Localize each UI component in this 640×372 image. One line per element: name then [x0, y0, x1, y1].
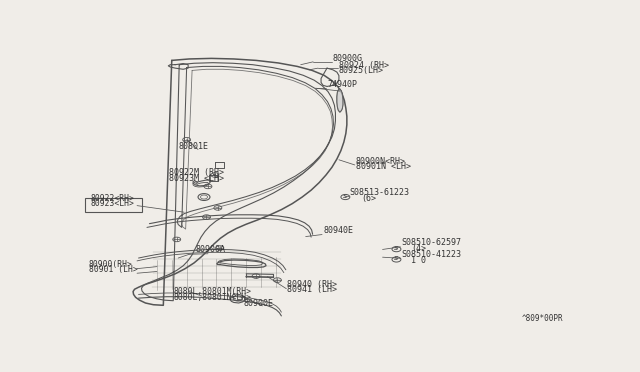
Text: 80900A: 80900A: [195, 245, 225, 254]
Text: 74940P: 74940P: [327, 80, 357, 89]
Text: S: S: [394, 256, 399, 262]
Text: 80900E: 80900E: [244, 299, 274, 308]
Text: 80923<LH>: 80923<LH>: [91, 199, 135, 208]
Text: 80924 (RH>: 80924 (RH>: [339, 61, 389, 70]
Text: 80901N <LH>: 80901N <LH>: [356, 162, 411, 171]
Text: 80900(RH>: 80900(RH>: [89, 260, 133, 269]
Text: 80923M <LH>: 80923M <LH>: [169, 174, 224, 183]
Text: 1 0: 1 0: [412, 256, 426, 264]
Text: (6>: (6>: [362, 194, 377, 203]
Text: 80901 (LH>: 80901 (LH>: [89, 265, 138, 275]
Text: (4>: (4>: [412, 244, 426, 253]
Text: 8080L,80801M(RH>: 8080L,80801M(RH>: [173, 287, 252, 296]
Text: 80922<RH>: 80922<RH>: [91, 194, 135, 203]
Text: 80900G: 80900G: [333, 54, 363, 63]
Text: ^809*00PR: ^809*00PR: [522, 314, 564, 323]
Text: 80922M (RH>: 80922M (RH>: [169, 168, 224, 177]
Text: 80940 (RH>: 80940 (RH>: [287, 280, 337, 289]
Text: 8080L,80801N<LH>: 8080L,80801N<LH>: [173, 293, 252, 302]
Text: S: S: [394, 246, 399, 251]
Text: S: S: [343, 194, 348, 199]
Text: S08510-41223: S08510-41223: [401, 250, 461, 259]
Text: S08513-61223: S08513-61223: [350, 188, 410, 197]
Text: 80801E: 80801E: [178, 142, 208, 151]
Polygon shape: [337, 89, 343, 112]
Text: 80941 (LH>: 80941 (LH>: [287, 285, 337, 294]
Text: 80940E: 80940E: [323, 226, 353, 235]
Text: 80900N<RH>: 80900N<RH>: [356, 157, 406, 166]
Text: S08510-62597: S08510-62597: [401, 238, 461, 247]
Text: 80925(LH>: 80925(LH>: [339, 66, 384, 75]
